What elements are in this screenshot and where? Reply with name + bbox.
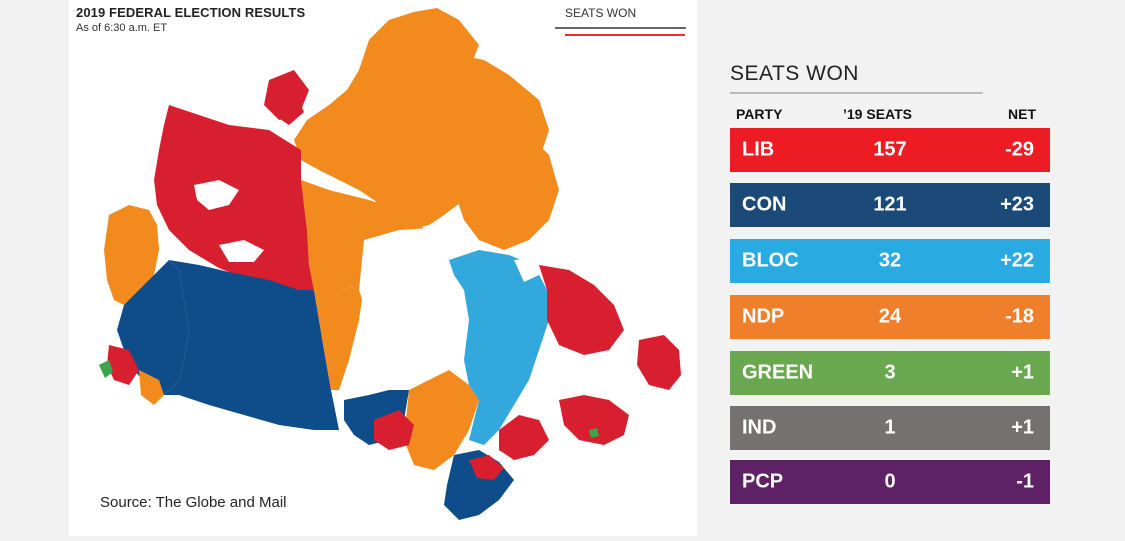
- party-row-con: CON 121 +23: [730, 183, 1050, 227]
- map-subtitle: As of 6:30 a.m. ET: [76, 22, 168, 34]
- james-bay: [429, 315, 461, 355]
- labrador-region: [539, 265, 624, 355]
- party-name: NDP: [742, 305, 785, 328]
- party-row-ndp: NDP 24 -18: [730, 295, 1050, 339]
- bc-orange-region: [139, 370, 164, 405]
- map-title: 2019 FEDERAL ELECTION RESULTS: [76, 5, 306, 20]
- yukon-region: [104, 205, 159, 305]
- bc-coast-red-region: [107, 345, 139, 385]
- vancouver-island-green: [99, 360, 113, 378]
- map-legend-rule-gray: [555, 27, 686, 29]
- party-net: -1: [1016, 470, 1034, 493]
- ellesmere-island-region: [369, 8, 479, 80]
- header-party: PARTY: [736, 106, 783, 122]
- party-name: BLOC: [742, 249, 799, 272]
- great-slave-lake: [219, 240, 264, 262]
- party-seats: 3: [884, 361, 896, 384]
- party-seats: 24: [878, 305, 902, 328]
- seats-table-header: PARTY ’19 SEATS NET: [730, 106, 1050, 124]
- party-seats: 157: [873, 138, 907, 161]
- party-net: -29: [1005, 138, 1034, 161]
- northern-ontario-orange-region: [404, 370, 479, 470]
- quebec-red-region: [499, 415, 549, 460]
- party-name: GREEN: [742, 361, 814, 384]
- party-seats: 0: [884, 470, 896, 493]
- party-name: LIB: [742, 138, 775, 161]
- party-seats: 1: [884, 416, 896, 439]
- party-row-lib: LIB 157 -29: [730, 128, 1050, 172]
- great-bear-lake: [194, 180, 239, 210]
- party-net: +1: [1011, 416, 1034, 439]
- party-name: CON: [742, 193, 787, 216]
- map-legend-rule-red: [565, 34, 685, 36]
- party-row-ind: IND 1 +1: [730, 406, 1050, 450]
- british-columbia-region: [117, 260, 189, 395]
- party-name: PCP: [742, 470, 784, 493]
- prairies-region: [164, 260, 339, 430]
- election-map-panel: 2019 FEDERAL ELECTION RESULTS As of 6:30…: [69, 0, 697, 536]
- party-net: +1: [1011, 361, 1034, 384]
- newfoundland-region: [637, 335, 681, 390]
- hudson-bay: [359, 228, 474, 380]
- pei-green: [589, 428, 599, 438]
- party-net: +23: [1000, 193, 1034, 216]
- southern-ontario-red-region: [469, 455, 504, 480]
- party-name: IND: [742, 416, 777, 439]
- manitoba-orange-region: [314, 285, 364, 390]
- map-source: Source: The Globe and Mail: [100, 494, 287, 511]
- maritimes-region: [559, 395, 629, 445]
- header-net: NET: [1008, 106, 1036, 122]
- party-net: -18: [1005, 305, 1034, 328]
- party-seats: 32: [878, 249, 902, 272]
- map-legend-label: SEATS WON: [565, 6, 637, 20]
- quebec-region: [449, 250, 549, 445]
- header-seats: ’19 SEATS: [843, 106, 912, 122]
- party-seats: 121: [873, 193, 907, 216]
- seats-title: SEATS WON: [730, 62, 859, 85]
- baffin-island-region: [444, 110, 559, 250]
- northern-ontario-red: [374, 410, 414, 450]
- party-net: +22: [1000, 249, 1034, 272]
- north-red-island-region: [274, 90, 304, 125]
- party-row-bloc: BLOC 32 +22: [730, 239, 1050, 283]
- canada-results-map: [99, 8, 681, 520]
- party-row-green: GREEN 3 +1: [730, 351, 1050, 395]
- ungava-bay: [514, 258, 539, 282]
- map-legend: SEATS WON: [555, 6, 686, 38]
- party-row-pcp: PCP 0 -1: [730, 460, 1050, 504]
- seats-title-divider: [730, 92, 983, 94]
